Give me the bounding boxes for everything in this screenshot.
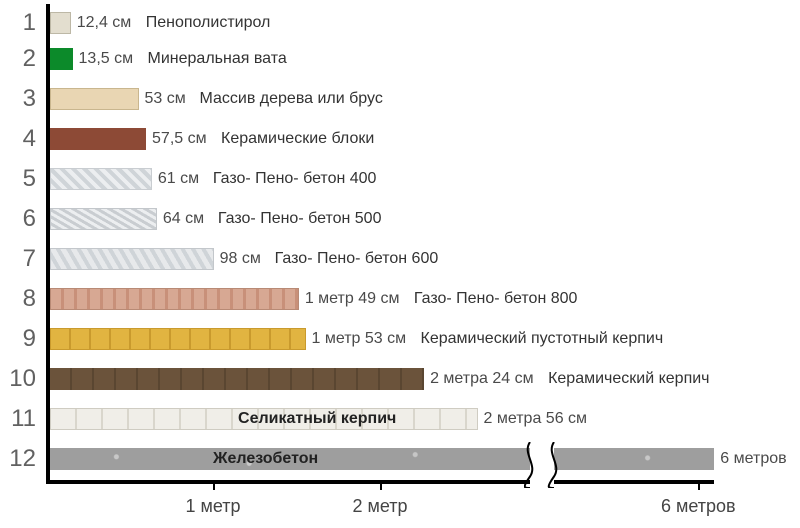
value-label: 61 см — [158, 170, 199, 188]
value-label: 98 см — [220, 250, 261, 268]
value-label: 2 метра 24 см — [430, 370, 534, 388]
row-number: 1 — [0, 9, 36, 37]
material-label: Массив дерева или брус — [200, 90, 383, 108]
x-tick-label: 6 метров — [661, 496, 736, 517]
bar-row-12 — [50, 448, 714, 470]
x-tick-label: 1 метр — [185, 496, 240, 517]
material-label: Керамический керпич — [548, 370, 709, 388]
bar-row-2 — [50, 48, 73, 70]
bar-row-6 — [50, 208, 157, 230]
bar-row-4 — [50, 128, 146, 150]
row-number: 4 — [0, 125, 36, 153]
row-number: 11 — [0, 405, 36, 433]
bar-row-8 — [50, 288, 299, 310]
row-number: 12 — [0, 445, 36, 473]
bar-row-7 — [50, 248, 214, 270]
value-label: 2 метра 56 см — [484, 410, 588, 428]
row-number: 6 — [0, 205, 36, 233]
material-label: Газо- Пено- бетон 800 — [414, 290, 578, 308]
value-label: 6 метров — [720, 450, 786, 468]
bar-row-3 — [50, 88, 139, 110]
row-number: 2 — [0, 45, 36, 73]
value-label: 64 см — [163, 210, 204, 228]
row-number: 9 — [0, 325, 36, 353]
row-number: 5 — [0, 165, 36, 193]
value-label: 1 метр 49 см — [305, 290, 400, 308]
material-label: Пенополистирол — [146, 14, 271, 32]
value-label: 53 см — [145, 90, 186, 108]
bar-row-9 — [50, 328, 306, 350]
row-number: 7 — [0, 245, 36, 273]
value-label: 1 метр 53 см — [312, 330, 407, 348]
x-tick — [213, 480, 215, 490]
material-label: Керамический пустотный керпич — [421, 330, 664, 348]
value-label: 13,5 см — [79, 50, 134, 68]
material-label: Селикатный керпич — [238, 410, 396, 428]
x-tick — [698, 480, 700, 490]
material-label: Железобетон — [213, 450, 318, 468]
row-number: 8 — [0, 285, 36, 313]
bar-row-1 — [50, 12, 71, 34]
material-label: Минеральная вата — [148, 50, 287, 68]
material-label: Газо- Пено- бетон 500 — [218, 210, 382, 228]
row-number: 3 — [0, 85, 36, 113]
bar-row-10 — [50, 368, 424, 390]
x-tick-label: 2 метр — [352, 496, 407, 517]
x-tick — [380, 480, 382, 490]
material-label: Керамические блоки — [221, 130, 374, 148]
value-label: 12,4 см — [77, 14, 132, 32]
bar-row-5 — [50, 168, 152, 190]
value-label: 57,5 см — [152, 130, 207, 148]
material-label: Газо- Пено- бетон 600 — [275, 250, 439, 268]
material-label: Газо- Пено- бетон 400 — [213, 170, 377, 188]
materials-thickness-chart: 1 12,4 см Пенополистирол 2 13,5 см Минеральна… — [0, 0, 800, 528]
row-number: 10 — [0, 365, 36, 393]
